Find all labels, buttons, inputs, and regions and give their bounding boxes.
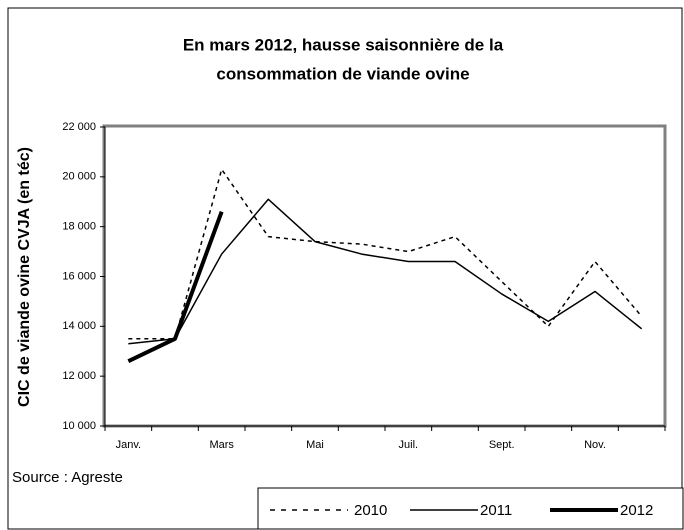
x-tick-label: Nov. xyxy=(584,439,606,451)
y-tick-label: 18 000 xyxy=(62,221,96,233)
legend-label: 2012 xyxy=(620,502,653,519)
series-line xyxy=(128,168,643,340)
x-tick-label: Janv. xyxy=(116,439,141,451)
chart-border xyxy=(7,7,683,530)
x-tick-label: Sept. xyxy=(489,439,515,451)
plot-frame xyxy=(102,124,667,428)
series-line xyxy=(127,211,224,364)
y-tick-label: 22 000 xyxy=(62,121,96,133)
y-tick-label: 12 000 xyxy=(62,370,96,382)
y-tick-label: 14 000 xyxy=(62,320,96,332)
chart-title: En mars 2012, hausse saisonnière de la xyxy=(183,35,504,54)
chart-title: consommation de viande ovine xyxy=(216,64,469,83)
series-line xyxy=(128,198,643,345)
x-tick-label: Mai xyxy=(306,439,324,451)
legend-label: 2011 xyxy=(480,502,512,519)
y-tick-label: 20 000 xyxy=(62,171,96,183)
annotation: Source : Agreste xyxy=(12,469,123,486)
legend-label: 2010 xyxy=(354,502,387,519)
x-tick-label: Juil. xyxy=(399,439,419,451)
y-tick-label: 16 000 xyxy=(62,270,96,282)
y-axis-label: CIC de viande ovine CVJA (en téc) xyxy=(16,147,33,407)
x-tick-label: Mars xyxy=(209,439,234,451)
y-tick-label: 10 000 xyxy=(62,420,96,432)
